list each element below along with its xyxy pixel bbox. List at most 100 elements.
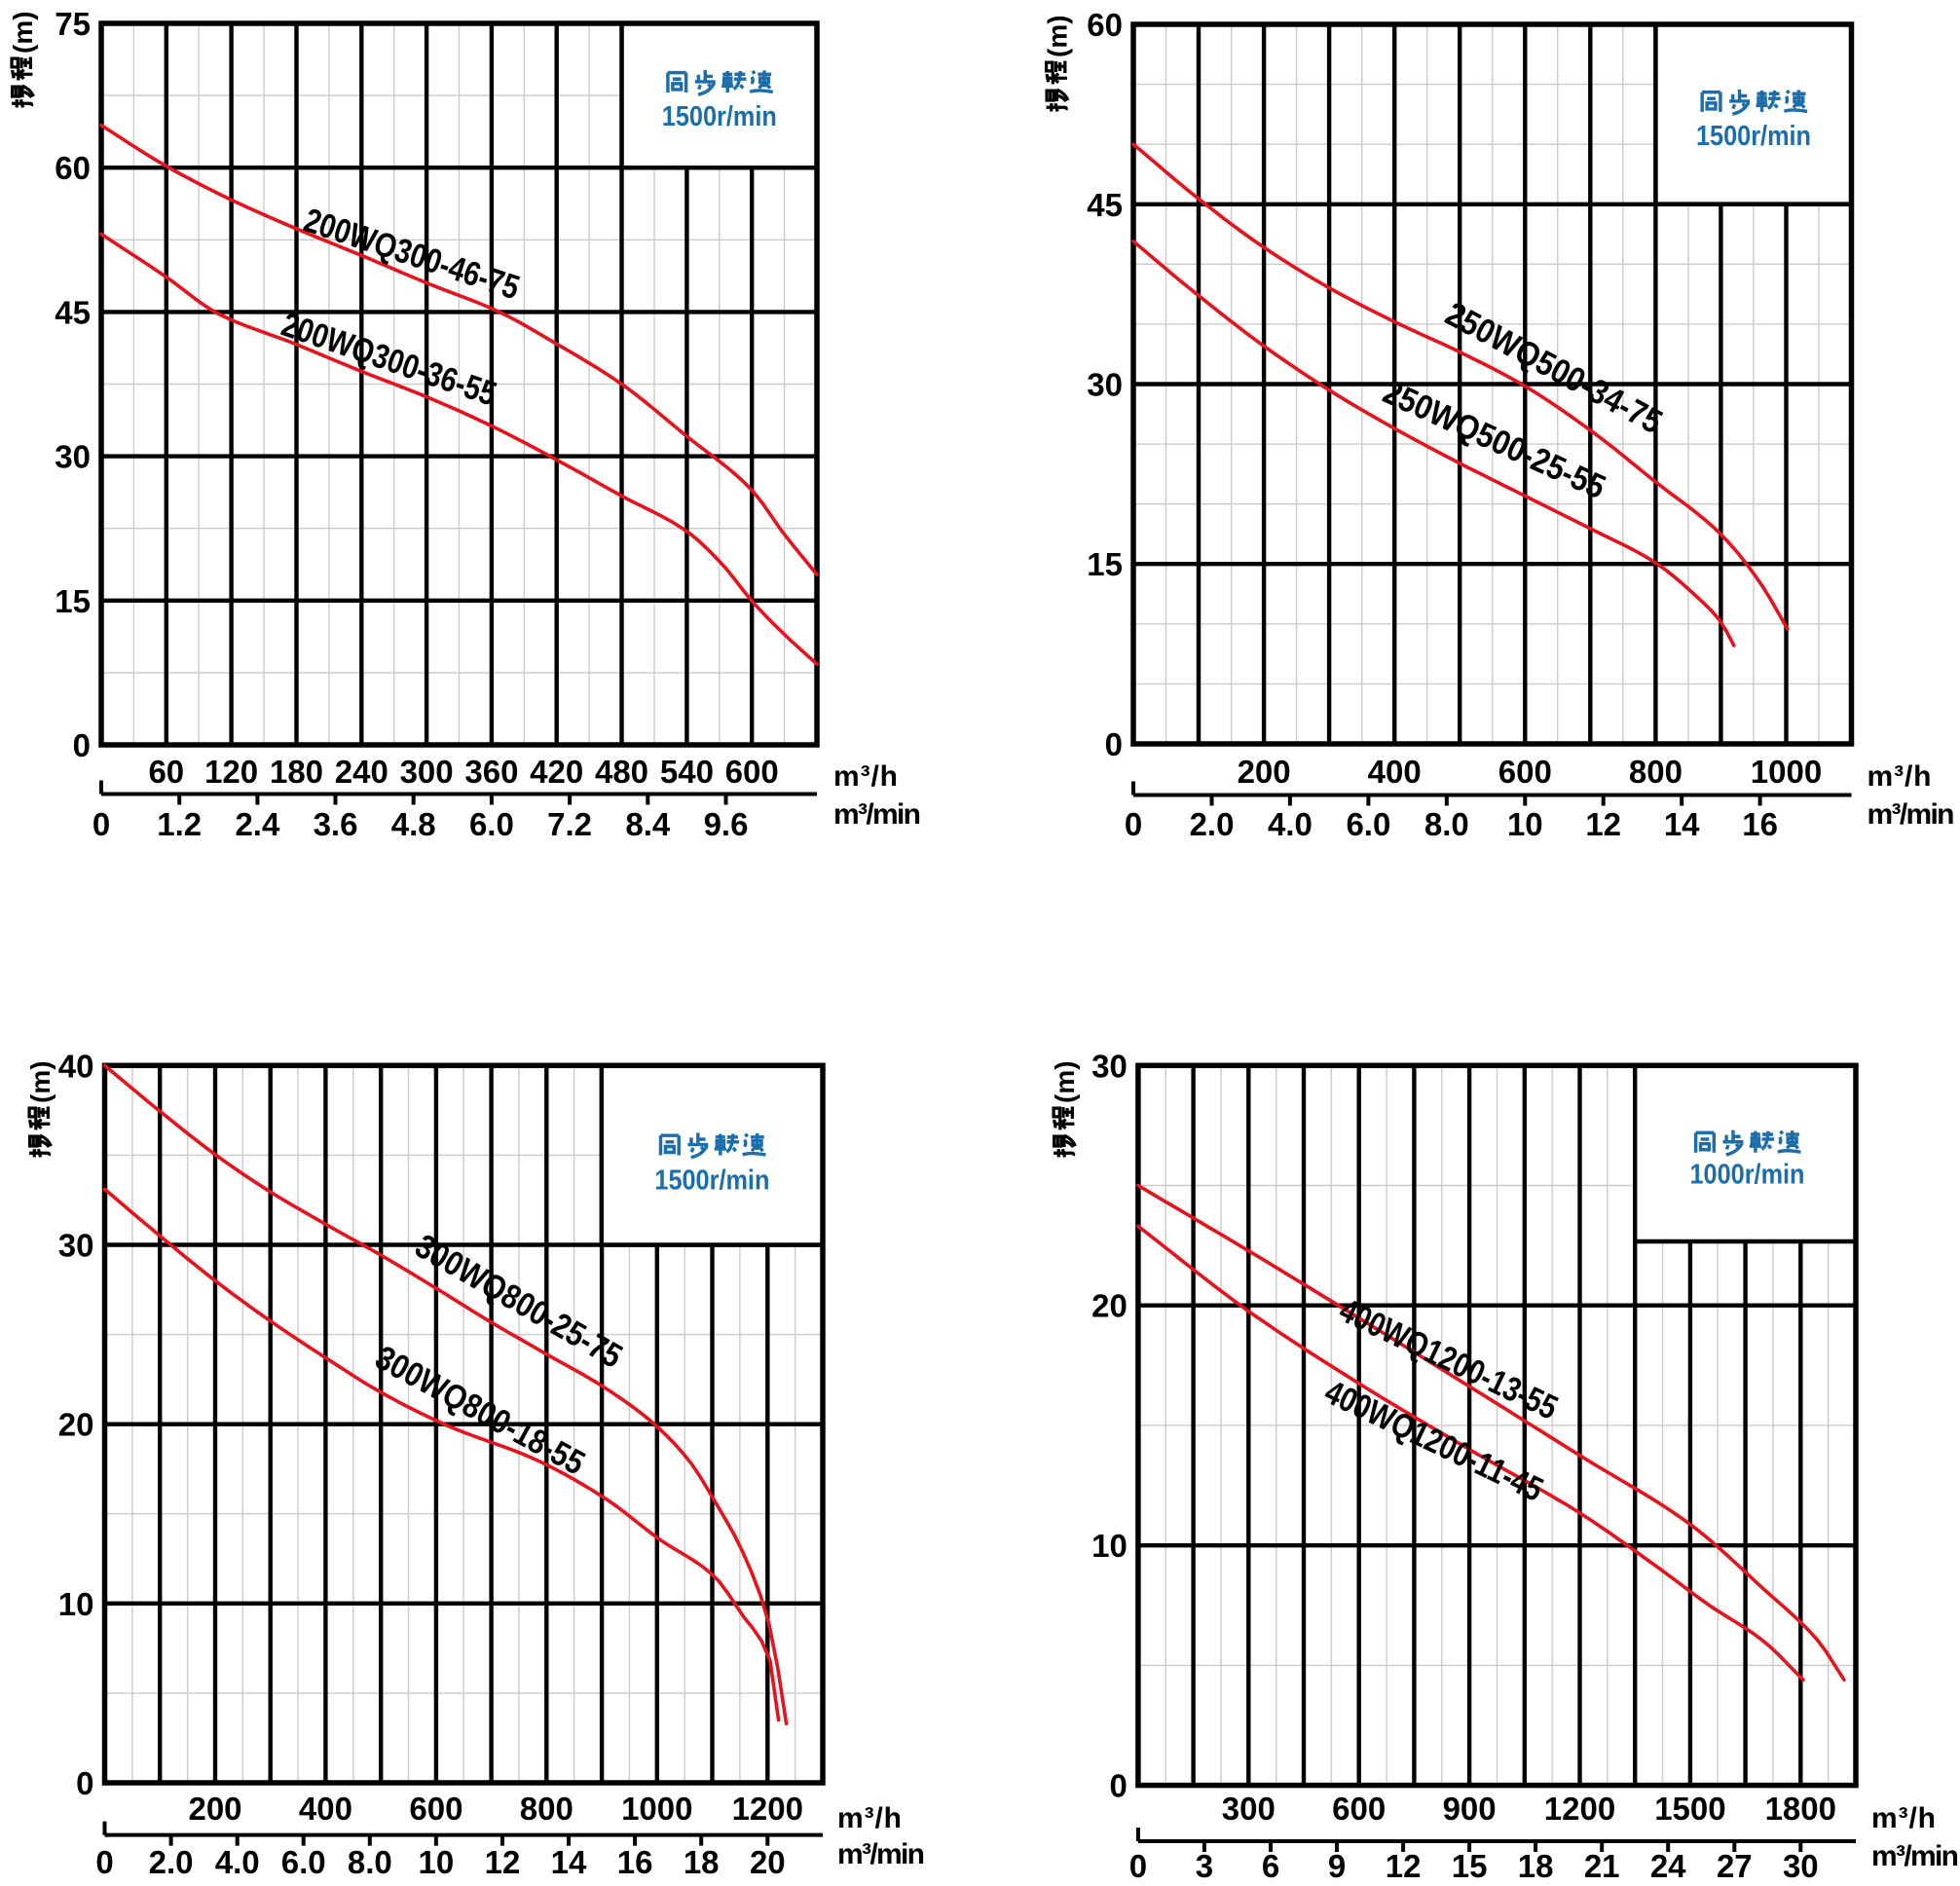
svg-text:m³/min: m³/min xyxy=(1868,798,1955,831)
svg-text:600: 600 xyxy=(1332,1791,1386,1827)
svg-text:4.8: 4.8 xyxy=(391,806,436,842)
svg-text:m³/min: m³/min xyxy=(837,1838,925,1870)
svg-text:30: 30 xyxy=(58,1228,94,1264)
svg-text:480: 480 xyxy=(595,754,648,790)
svg-text:18: 18 xyxy=(1518,1848,1554,1881)
svg-text:1500r/min: 1500r/min xyxy=(654,1165,769,1197)
svg-text:360: 360 xyxy=(464,754,518,790)
svg-text:16: 16 xyxy=(617,1844,653,1880)
svg-text:200: 200 xyxy=(1238,754,1291,790)
svg-text:20: 20 xyxy=(1091,1288,1128,1324)
svg-text:300: 300 xyxy=(400,754,454,790)
svg-text:300: 300 xyxy=(1222,1791,1276,1827)
svg-text:10: 10 xyxy=(1507,806,1543,842)
svg-text:120: 120 xyxy=(204,754,258,790)
svg-text:800: 800 xyxy=(520,1791,573,1827)
svg-text:180: 180 xyxy=(270,754,323,790)
svg-text:27: 27 xyxy=(1717,1848,1753,1881)
svg-text:1500r/min: 1500r/min xyxy=(1696,121,1811,152)
svg-text:3: 3 xyxy=(1196,1848,1213,1881)
svg-text:15: 15 xyxy=(55,583,91,619)
svg-text:(m): (m) xyxy=(8,11,38,54)
svg-text:18: 18 xyxy=(684,1844,720,1880)
svg-text:20: 20 xyxy=(750,1844,786,1880)
svg-text:600: 600 xyxy=(409,1791,462,1827)
svg-text:900: 900 xyxy=(1443,1791,1497,1827)
svg-text:240: 240 xyxy=(335,754,388,790)
svg-text:7.2: 7.2 xyxy=(547,806,592,842)
svg-text:12: 12 xyxy=(485,1844,521,1880)
svg-text:8.0: 8.0 xyxy=(1424,806,1469,842)
svg-text:1500: 1500 xyxy=(1654,1791,1725,1827)
svg-text:10: 10 xyxy=(419,1844,455,1880)
svg-text:12: 12 xyxy=(1386,1848,1422,1881)
svg-text:m³/min: m³/min xyxy=(833,798,921,831)
svg-text:75: 75 xyxy=(55,6,91,42)
svg-text:6.0: 6.0 xyxy=(469,806,514,842)
svg-text:200: 200 xyxy=(188,1791,241,1827)
svg-text:2.0: 2.0 xyxy=(1190,806,1235,842)
svg-text:400: 400 xyxy=(1368,754,1422,790)
svg-text:15: 15 xyxy=(1087,546,1123,582)
svg-text:1000: 1000 xyxy=(1751,754,1822,790)
svg-text:m³/h: m³/h xyxy=(833,760,898,793)
svg-text:12: 12 xyxy=(1585,806,1621,842)
svg-text:4.0: 4.0 xyxy=(1268,806,1313,842)
svg-text:540: 540 xyxy=(660,754,714,790)
svg-text:21: 21 xyxy=(1584,1848,1620,1881)
svg-text:800: 800 xyxy=(1629,754,1683,790)
svg-text:1500r/min: 1500r/min xyxy=(662,101,777,132)
svg-text:14: 14 xyxy=(551,1844,587,1880)
svg-text:4.0: 4.0 xyxy=(215,1844,260,1880)
svg-text:m³/h: m³/h xyxy=(1871,1802,1936,1834)
svg-text:0: 0 xyxy=(1105,726,1123,762)
svg-text:m³/h: m³/h xyxy=(837,1802,902,1834)
svg-text:1200: 1200 xyxy=(732,1791,803,1827)
svg-text:(m): (m) xyxy=(1043,15,1073,57)
svg-text:10: 10 xyxy=(58,1586,94,1622)
svg-text:600: 600 xyxy=(725,754,779,790)
svg-text:45: 45 xyxy=(1087,187,1123,223)
svg-text:30: 30 xyxy=(1783,1848,1819,1881)
svg-text:420: 420 xyxy=(530,754,583,790)
svg-text:(m): (m) xyxy=(1050,1060,1080,1103)
svg-text:m³/min: m³/min xyxy=(1871,1840,1959,1872)
svg-text:(m): (m) xyxy=(25,1060,55,1103)
svg-text:1800: 1800 xyxy=(1765,1791,1836,1827)
svg-text:14: 14 xyxy=(1664,806,1700,842)
svg-text:60: 60 xyxy=(1087,7,1123,43)
svg-text:6: 6 xyxy=(1262,1848,1279,1881)
svg-text:9: 9 xyxy=(1328,1848,1346,1881)
svg-text:6.0: 6.0 xyxy=(281,1844,326,1880)
svg-text:3.6: 3.6 xyxy=(314,806,358,842)
svg-text:0: 0 xyxy=(95,1844,113,1880)
svg-text:30: 30 xyxy=(1087,367,1123,403)
svg-text:60: 60 xyxy=(55,150,91,186)
svg-text:1000: 1000 xyxy=(621,1791,692,1827)
svg-text:40: 40 xyxy=(58,1048,94,1084)
svg-text:0: 0 xyxy=(76,1765,93,1801)
svg-text:2.0: 2.0 xyxy=(149,1844,194,1880)
svg-text:0: 0 xyxy=(1129,1848,1147,1881)
svg-text:8.4: 8.4 xyxy=(625,806,671,842)
svg-text:2.4: 2.4 xyxy=(235,806,280,842)
svg-text:16: 16 xyxy=(1742,806,1778,842)
svg-text:45: 45 xyxy=(55,294,91,330)
svg-text:0: 0 xyxy=(1110,1768,1128,1804)
svg-text:24: 24 xyxy=(1650,1848,1686,1881)
svg-text:8.0: 8.0 xyxy=(348,1844,392,1880)
svg-text:10: 10 xyxy=(1091,1528,1128,1564)
svg-text:9.6: 9.6 xyxy=(704,806,749,842)
svg-text:15: 15 xyxy=(1452,1848,1488,1881)
svg-text:1200: 1200 xyxy=(1544,1791,1615,1827)
svg-text:6.0: 6.0 xyxy=(1346,806,1390,842)
svg-text:m³/h: m³/h xyxy=(1868,760,1932,793)
svg-text:600: 600 xyxy=(1498,754,1552,790)
svg-text:0: 0 xyxy=(73,727,91,763)
svg-text:0: 0 xyxy=(92,806,110,842)
svg-text:0: 0 xyxy=(1125,806,1142,842)
svg-text:60: 60 xyxy=(148,754,184,790)
svg-text:20: 20 xyxy=(58,1407,94,1443)
svg-text:1.2: 1.2 xyxy=(157,806,202,842)
svg-text:400: 400 xyxy=(299,1791,352,1827)
